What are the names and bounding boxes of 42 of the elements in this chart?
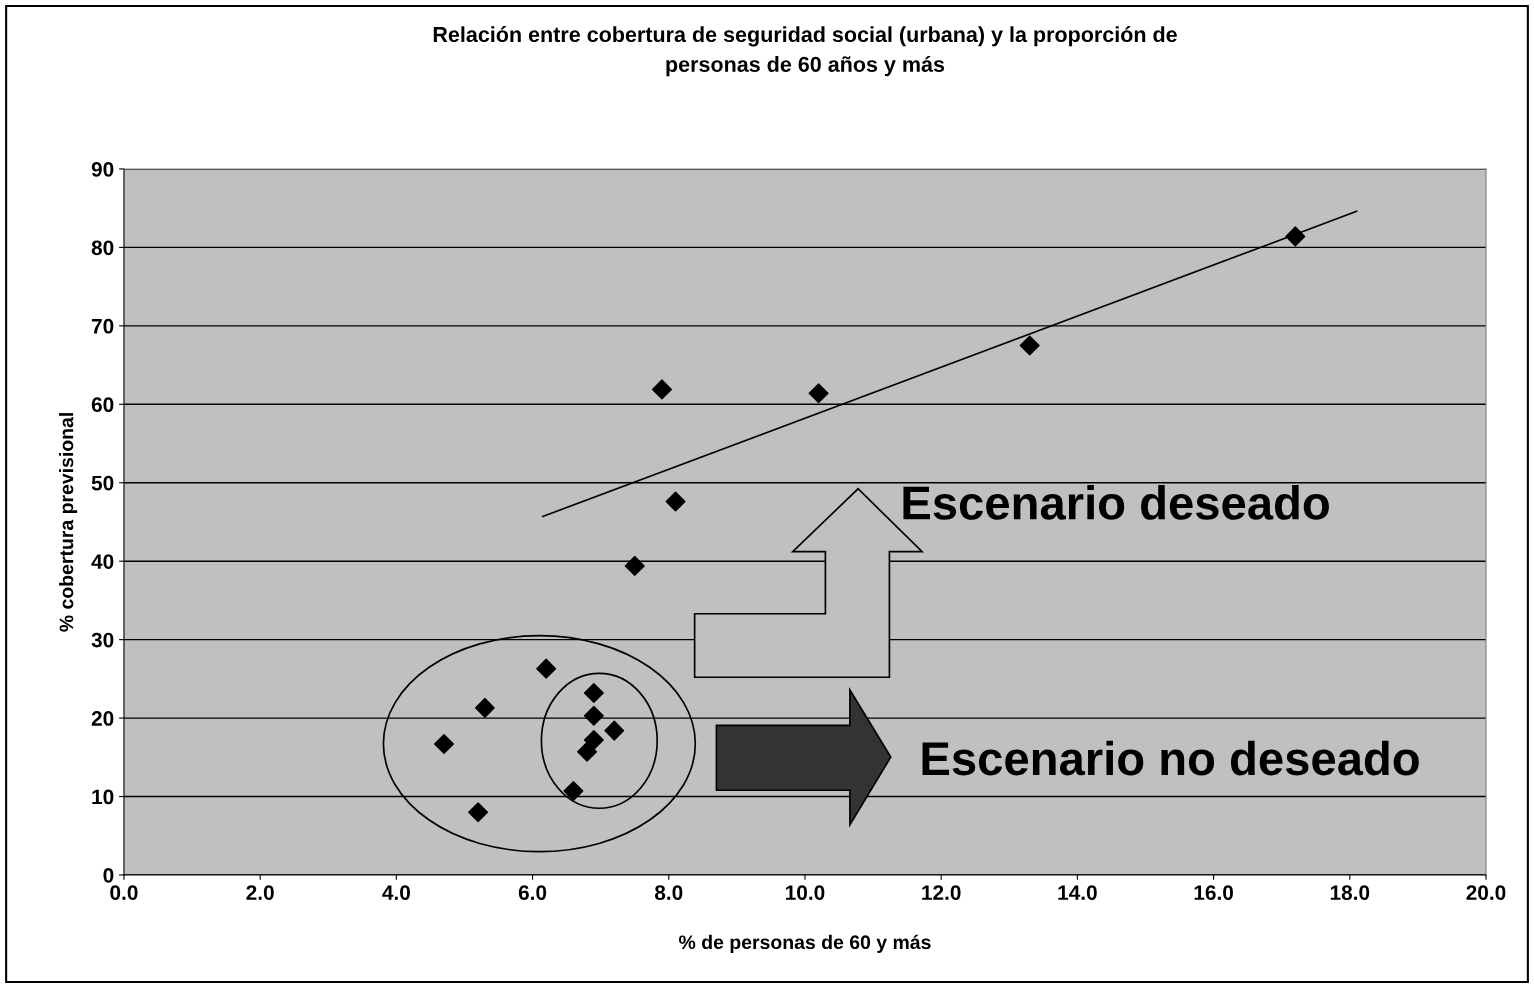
- point: [468, 802, 489, 823]
- x-tick-label: 20.0: [1466, 885, 1506, 900]
- point: [577, 741, 598, 762]
- point: [604, 720, 625, 741]
- x-tick-label: 12.0: [922, 885, 961, 900]
- x-tick-label: 6.0: [518, 885, 547, 900]
- annotation: Escenario no deseado: [922, 740, 1419, 776]
- x-tick-label: 10.0: [786, 885, 825, 900]
- y-tick-label: 50: [91, 475, 114, 491]
- y-tick-label: 30: [91, 632, 114, 648]
- point: [583, 730, 604, 751]
- y-tick-label: 70: [91, 318, 114, 334]
- point: [474, 697, 495, 718]
- point: [1019, 335, 1040, 356]
- point: [563, 781, 584, 802]
- x-tick-label: 2.0: [246, 885, 274, 900]
- chart-title: Relación entre cobertura de seguridad social (urbana) y la proporción de personas de 60 años y más: [433, 26, 1177, 77]
- point: [1285, 226, 1306, 247]
- x-axis-title: % de personas de 60 y más: [679, 934, 931, 953]
- point: [434, 733, 455, 754]
- point: [583, 705, 604, 726]
- y-tick-label: 80: [91, 240, 114, 256]
- y-tick-label: 40: [91, 554, 114, 569]
- y-tick-label: 60: [91, 397, 114, 413]
- point: [583, 682, 604, 703]
- annotation: Escenario deseado: [903, 485, 1329, 520]
- x-tick-label: 8.0: [654, 885, 683, 900]
- y-tick-label: 0: [103, 867, 114, 883]
- point: [665, 491, 686, 512]
- point: [651, 379, 672, 400]
- point: [808, 383, 829, 404]
- y-tick-label: 20: [91, 711, 114, 726]
- y-tick-label: 10: [92, 789, 114, 805]
- x-tick-label: 4.0: [382, 885, 410, 900]
- y-axis-title: % cobertura previsional: [59, 413, 78, 632]
- x-tick-label: 18.0: [1330, 885, 1370, 900]
- x-tick-label: 14.0: [1058, 885, 1097, 900]
- point: [536, 658, 557, 679]
- y-tick-label: 90: [91, 161, 114, 177]
- point: [624, 555, 645, 576]
- x-tick-label: 16.0: [1194, 885, 1233, 900]
- x-tick-label: 0.0: [110, 885, 138, 900]
